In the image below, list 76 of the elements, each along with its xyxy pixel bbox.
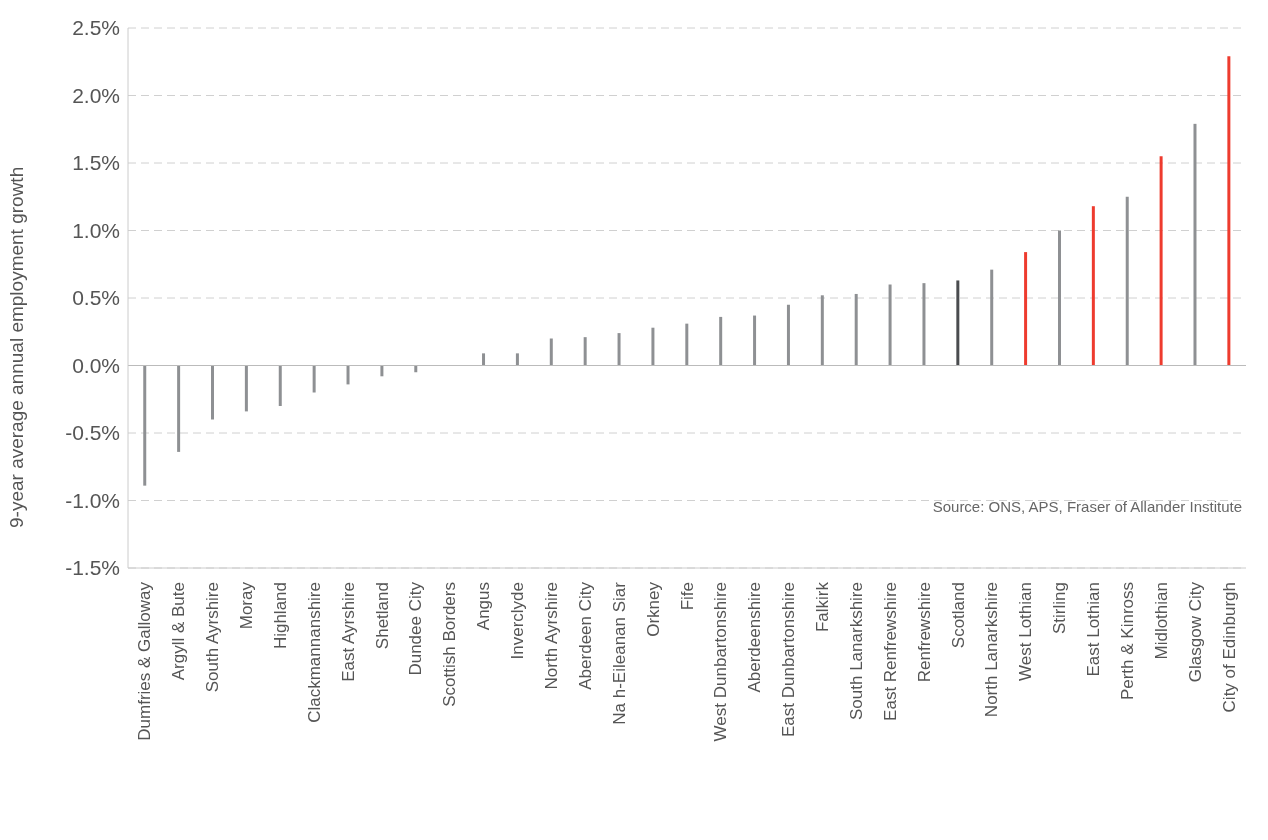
x-tick-label: East Lothian (1084, 582, 1104, 677)
x-tick-label: Scotland (948, 582, 968, 649)
bar (143, 365, 147, 486)
bar (1227, 56, 1231, 366)
bar (1159, 156, 1163, 366)
bar (651, 327, 655, 366)
x-tick-label: Glasgow City (1185, 581, 1205, 683)
annotation: Source: ONS, APS, Fraser of Allander Institute (932, 498, 1242, 515)
x-tick-label: Renfrewshire (914, 582, 934, 683)
bar (854, 293, 858, 366)
x-tick-label: North Ayrshire (541, 582, 561, 690)
bar (380, 365, 384, 377)
bar (685, 323, 689, 366)
bar (211, 365, 214, 420)
x-tick-label: Moray (237, 581, 257, 630)
bar (1193, 123, 1197, 366)
x-tick-label: South Lanarkshire (846, 582, 866, 720)
x-tick-label: Scottish Borders (440, 582, 460, 707)
x-tick-label: Na h-Eileanan Siar (609, 581, 629, 725)
bar (922, 283, 926, 366)
x-tick-label: Fife (677, 582, 697, 611)
bar (312, 365, 316, 393)
bar (583, 337, 587, 366)
x-tick-label: Aberdeenshire (745, 582, 765, 693)
y-tick-label: 2.0% (72, 83, 120, 107)
x-tick-label: Dundee City (406, 581, 426, 676)
x-tick-label: Orkney (643, 581, 663, 637)
bar (515, 353, 519, 366)
y-tick-label: 1.0% (72, 218, 120, 242)
bar (956, 280, 960, 366)
x-tick-label: Falkirk (813, 581, 833, 633)
bar (820, 295, 824, 366)
x-tick-label: Angus (474, 582, 494, 631)
bar (346, 365, 350, 385)
x-tick-label: Midlothian (1151, 582, 1171, 660)
y-tick-label: -0.5% (65, 421, 120, 445)
x-tick-label: City of Edinburgh (1219, 582, 1239, 713)
bar (177, 365, 181, 452)
bar (1125, 196, 1129, 366)
x-tick-label: Perth & Kinross (1117, 582, 1137, 701)
y-tick-label: 0.0% (72, 353, 120, 377)
bar (414, 365, 418, 373)
x-tick-label: Clackmannanshire (304, 582, 324, 723)
x-tick-label: West Dunbartonshire (711, 582, 731, 742)
x-tick-label: Dumfries & Galloway (135, 581, 155, 741)
x-tick-label: Aberdeen City (575, 581, 595, 690)
y-tick-label: -1.0% (65, 488, 120, 512)
y-tick-label: 1.5% (72, 151, 120, 175)
x-tick-label: Argyll & Bute (169, 582, 189, 681)
x-tick-label: East Renfrewshire (880, 582, 900, 721)
x-tick-label: Highland (270, 582, 290, 650)
y-tick-label: 2.5% (72, 16, 120, 40)
bar (1024, 252, 1028, 366)
x-tick-label: Stirling (1050, 582, 1070, 634)
bar (888, 284, 892, 366)
y-tick-label: 0.5% (72, 286, 120, 310)
bar (617, 333, 621, 366)
x-tick-label: North Lanarkshire (982, 582, 1002, 718)
x-tick-label: Inverclyde (508, 582, 528, 660)
y-tick-label: -1.5% (65, 556, 120, 580)
y-axis-title: 9-year average annual employment growth (5, 166, 27, 528)
bar (719, 316, 723, 366)
bar (482, 353, 486, 366)
x-tick-label: West Lothian (1016, 582, 1036, 681)
bar (549, 338, 553, 366)
bar (990, 269, 994, 366)
x-tick-label: South Ayrshire (203, 582, 223, 693)
x-tick-label: East Dunbartonshire (779, 582, 799, 737)
x-tick-label: East Ayrshire (338, 582, 358, 682)
bar (753, 315, 757, 366)
bar (244, 365, 248, 412)
bar (1091, 206, 1095, 366)
bar (278, 365, 282, 406)
x-tick-label: Shetland (372, 582, 392, 650)
bar (1057, 230, 1061, 366)
bar (786, 304, 790, 366)
